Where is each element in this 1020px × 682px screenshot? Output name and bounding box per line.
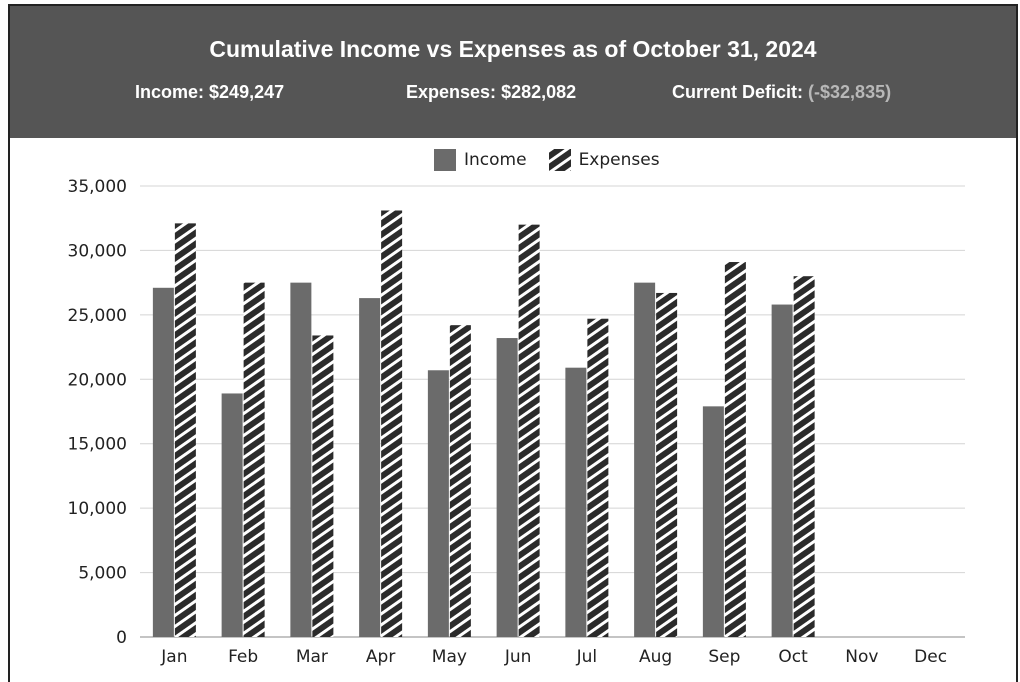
bar-expenses xyxy=(381,210,403,638)
bar-income xyxy=(565,367,587,637)
y-tick-label: 25,000 xyxy=(68,306,127,326)
expenses-summary-value: $282,082 xyxy=(501,82,577,102)
y-tick-label: 35,000 xyxy=(68,177,127,197)
x-tick-label: Dec xyxy=(914,647,947,667)
gridlines xyxy=(140,185,965,638)
bar-income xyxy=(634,282,656,637)
x-tick-label: Oct xyxy=(778,647,808,667)
bar-expenses xyxy=(449,325,471,637)
bar-income xyxy=(359,298,381,637)
legend-item-income: Income xyxy=(434,149,527,171)
income-summary-label: Income: xyxy=(135,82,205,102)
chart-legend: Income Expenses xyxy=(434,148,674,172)
legend-swatch-income xyxy=(434,149,456,171)
summary-header: Cumulative Income vs Expenses as of Octo… xyxy=(10,6,1016,138)
y-tick-label: 10,000 xyxy=(68,499,127,519)
expenses-summary-label: Expenses: xyxy=(406,82,497,102)
chart-title: Cumulative Income vs Expenses as of Octo… xyxy=(209,36,817,62)
y-tick-label: 30,000 xyxy=(68,241,127,261)
deficit-summary: Current Deficit: (-$32,835) xyxy=(672,82,891,103)
y-tick-label: 20,000 xyxy=(68,370,127,390)
deficit-summary-value: (-$32,835) xyxy=(808,82,892,102)
bar-income xyxy=(221,393,243,637)
deficit-summary-label: Current Deficit: xyxy=(672,82,804,102)
y-tick-label: 0 xyxy=(116,628,127,648)
income-summary: Income: $249,247 xyxy=(135,82,284,103)
bar-income xyxy=(152,287,174,637)
x-tick-label: Apr xyxy=(366,647,395,667)
legend-label-expenses: Expenses xyxy=(578,150,660,170)
legend-item-expenses: Expenses xyxy=(548,149,660,171)
y-tick-label: 5,000 xyxy=(78,564,127,584)
bar-expenses xyxy=(656,292,678,637)
bar-income xyxy=(771,304,793,637)
x-tick-label: Mar xyxy=(296,647,328,667)
bar-expenses xyxy=(312,335,334,637)
y-axis-ticks: 0 5,000 10,000 15,000 20,000 25,000 30,000 35,0… xyxy=(68,177,127,648)
bar-expenses xyxy=(793,276,815,637)
chart-frame xyxy=(8,4,1018,682)
x-axis-ticks: Jan Feb Mar Apr May Jun Jul Aug Sep Oct Nov Dec xyxy=(160,647,947,667)
income-summary-value: $249,247 xyxy=(209,82,285,102)
bar-expenses xyxy=(724,262,746,637)
x-tick-label: May xyxy=(432,647,467,667)
x-tick-label: Aug xyxy=(639,647,672,667)
bars xyxy=(152,210,815,638)
expenses-summary: Expenses: $282,082 xyxy=(406,82,576,103)
legend-swatch-expenses xyxy=(548,149,571,171)
bar-income xyxy=(496,338,518,637)
x-tick-label: Feb xyxy=(228,647,258,667)
bar-expenses xyxy=(243,282,265,637)
y-tick-label: 15,000 xyxy=(68,435,127,455)
bar-expenses xyxy=(518,224,540,637)
x-tick-label: Sep xyxy=(708,647,740,667)
x-tick-label: Nov xyxy=(845,647,878,667)
bar-expenses xyxy=(174,223,196,637)
x-tick-label: Jan xyxy=(160,647,187,667)
bar-expenses xyxy=(587,318,609,637)
x-tick-label: Jul xyxy=(576,647,598,667)
bar-income xyxy=(290,282,312,637)
bar-income xyxy=(702,406,724,637)
x-tick-label: Jun xyxy=(504,647,532,667)
bar-income xyxy=(427,370,449,637)
legend-label-income: Income xyxy=(464,150,527,170)
